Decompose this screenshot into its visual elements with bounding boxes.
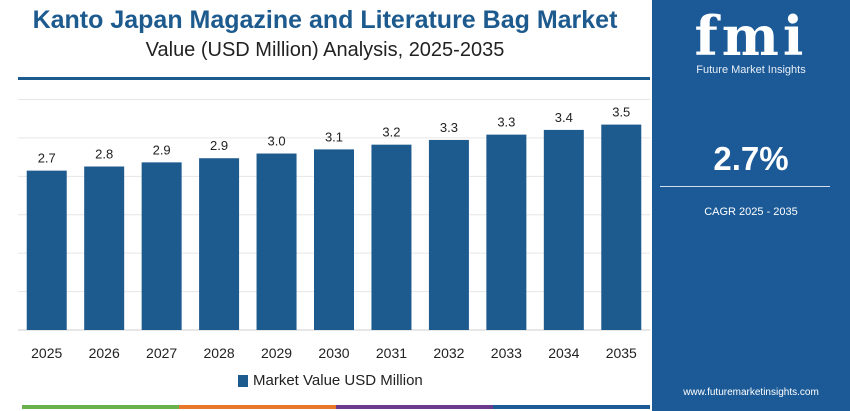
data-label-2027: 2.9	[153, 142, 171, 157]
bottom-segment-blue	[493, 405, 650, 409]
bar-2025[interactable]	[26, 170, 67, 330]
bottom-segment-purple	[336, 405, 493, 409]
data-label-2034: 3.4	[555, 110, 573, 125]
bar-2030[interactable]	[314, 149, 354, 330]
cagr-value: 2.7%	[713, 140, 789, 177]
x-tick-label-2028: 2028	[204, 345, 235, 361]
legend-swatch	[238, 374, 248, 387]
title-divider	[18, 77, 650, 80]
x-tick-label-2030: 2030	[318, 345, 349, 361]
x-tick-label-2033: 2033	[491, 345, 522, 361]
chart-subtitle: Value (USD Million) Analysis, 2025-2035	[145, 39, 505, 61]
bottom-segment-orange	[179, 405, 336, 409]
data-label-2028: 2.9	[210, 138, 228, 153]
bar-2029[interactable]	[256, 153, 297, 330]
bar-2035[interactable]	[601, 124, 642, 330]
data-label-2033: 3.3	[497, 115, 515, 130]
bar-chart: 2.7 2025 2.8 2026 2.9 2027 2.9 2028 3.0 2029 3.1 20…	[18, 99, 650, 361]
bar-2032[interactable]	[428, 139, 469, 330]
bottom-segment-green	[22, 405, 179, 409]
x-tick-label-2031: 2031	[376, 345, 407, 361]
x-tick-label-2035: 2035	[606, 345, 637, 361]
x-tick-label-2026: 2026	[89, 345, 120, 361]
bar-2033[interactable]	[486, 134, 527, 330]
data-label-2035: 3.5	[612, 105, 630, 120]
fmi-logo: fmi Future Market Insights	[652, 6, 850, 76]
cagr-label: CAGR 2025 - 2035	[704, 206, 798, 218]
website-link[interactable]: www.futuremarketinsights.com	[683, 387, 819, 398]
logo-mark: fmi	[694, 4, 808, 68]
bar-2031[interactable]	[371, 144, 412, 330]
x-tick-label-2029: 2029	[261, 345, 292, 361]
bar-2034[interactable]	[543, 129, 584, 330]
bar-2028[interactable]	[199, 158, 240, 330]
bar-2026[interactable]	[84, 166, 125, 330]
data-label-2025: 2.7	[38, 151, 56, 166]
chart-legend: Market Value USD Million	[238, 372, 423, 389]
data-label-2026: 2.8	[95, 147, 113, 162]
logo-subtitle: Future Market Insights	[696, 64, 806, 76]
x-tick-label-2032: 2032	[433, 345, 464, 361]
x-tick-label-2025: 2025	[31, 345, 62, 361]
panel-divider	[660, 186, 830, 187]
x-tick-label-2027: 2027	[146, 345, 177, 361]
x-tick-label-2034: 2034	[548, 345, 579, 361]
data-label-2029: 3.0	[268, 134, 286, 149]
data-label-2032: 3.3	[440, 120, 458, 135]
bottom-color-bar	[22, 405, 650, 409]
data-label-2031: 3.2	[382, 125, 400, 140]
bar-2027[interactable]	[141, 162, 182, 330]
info-panel: fmi Future Market Insights 2.7% CAGR 202…	[652, 0, 850, 411]
data-label-2030: 3.1	[325, 129, 343, 144]
chart-title: Kanto Japan Magazine and Literature Bag …	[32, 6, 618, 34]
legend-label: Market Value USD Million	[253, 372, 423, 389]
